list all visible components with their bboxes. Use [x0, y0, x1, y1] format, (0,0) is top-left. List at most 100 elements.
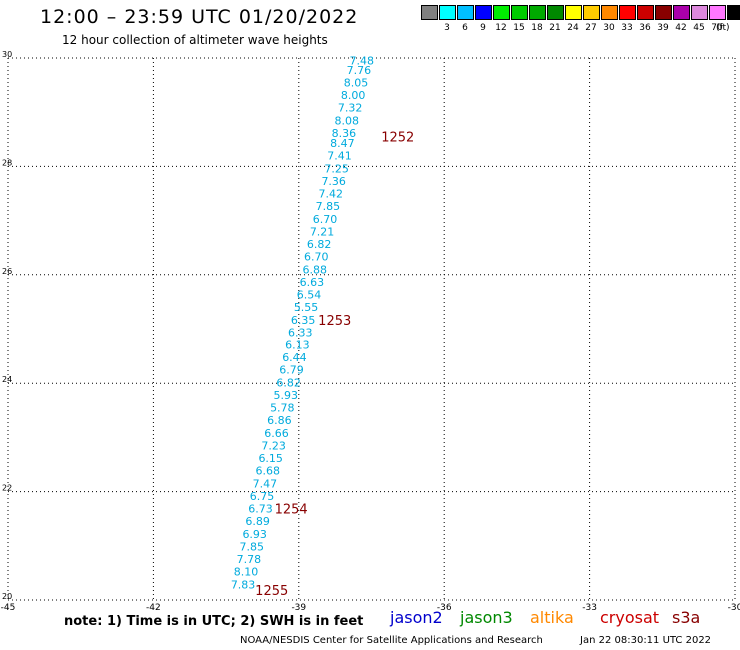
swh-data-point: 6.89: [245, 515, 270, 528]
legend-swatch: [474, 5, 492, 20]
swh-data-point: 6.33: [288, 326, 313, 339]
legend-label: 9: [480, 23, 486, 33]
legend-entry: 12: [492, 5, 510, 33]
swh-data-point: 6.82: [307, 238, 332, 251]
legend-entry: 33: [618, 5, 636, 33]
legend-label: 27: [585, 23, 597, 33]
swh-data-point: 6.68: [256, 464, 281, 477]
swh-data-point: 6.79: [279, 364, 304, 377]
x-tick-label: -39: [291, 603, 306, 613]
swh-data-point: 7.36: [321, 175, 346, 188]
swh-data-point: 8.10: [234, 565, 259, 578]
legend-swatch: [492, 5, 510, 20]
legend-swatch: [672, 5, 690, 20]
legend-swatch: [528, 5, 546, 20]
chart-title: 12:00 – 23:59 UTC 01/20/2022: [40, 6, 359, 28]
mission-altika: altika: [530, 608, 574, 627]
legend-label: 33: [621, 23, 633, 33]
swh-data-point: 7.41: [327, 150, 352, 163]
mission-s3a: s3a: [672, 608, 701, 627]
x-tick-label: -36: [437, 603, 452, 613]
legend-label: 30: [603, 23, 615, 33]
legend-entry: 39: [654, 5, 672, 33]
legend-label: 18: [531, 23, 543, 33]
time-label: 1253: [318, 314, 351, 329]
legend-entry: 30: [600, 5, 618, 33]
swh-data-point: 7.47: [253, 477, 278, 490]
y-tick-label: 30: [2, 50, 12, 59]
legend-entry: 21: [546, 5, 564, 33]
x-tick-label: -45: [1, 603, 16, 613]
legend-label: 42: [675, 23, 687, 33]
y-tick-label: 24: [2, 375, 12, 384]
mission-cryosat: cryosat: [600, 608, 660, 627]
swh-data-point: 5.55: [294, 301, 319, 314]
swh-data-point: 7.76: [347, 64, 372, 77]
swh-data-point: 6.93: [242, 528, 267, 541]
swh-data-point: 7.83: [231, 578, 256, 591]
legend-label: 24: [567, 23, 579, 33]
legend-entry: 9: [474, 5, 492, 33]
footnote: note: 1) Time is in UTC; 2) SWH is in fe…: [64, 614, 364, 629]
swh-data-point: 7.78: [237, 553, 262, 566]
y-tick-label: 26: [2, 267, 12, 276]
legend-label: 21: [549, 23, 561, 33]
swh-data-point: 6.82: [276, 377, 301, 390]
legend-swatch: [456, 5, 474, 20]
legend-entry: 27: [582, 5, 600, 33]
y-tick-label: 20: [2, 592, 12, 601]
legend-entry: 3: [438, 5, 456, 33]
legend-entry: 42: [672, 5, 690, 33]
swh-data-point: 6.75: [250, 490, 275, 503]
chart-subtitle: 12 hour collection of altimeter wave hei…: [62, 33, 328, 47]
mission-jason3: jason3: [460, 608, 513, 627]
color-legend: 3 6 9 12 15 18 21 24 27 30 33 36 39 42 45 70: [420, 5, 740, 33]
legend-swatch: [438, 5, 456, 20]
swh-data-point: 7.21: [310, 225, 335, 238]
legend-entry: 18: [528, 5, 546, 33]
time-label: 1255: [255, 584, 288, 599]
swh-data-point: 8.08: [335, 114, 360, 127]
swh-data-point: 6.15: [258, 452, 283, 465]
legend-entry: [726, 5, 740, 33]
y-tick-label: 28: [2, 158, 12, 167]
x-tick-label: -30: [728, 603, 740, 613]
legend-label: 6: [462, 23, 468, 33]
credit-line: NOAA/NESDIS Center for Satellite Applica…: [240, 635, 543, 646]
legend-swatch: [546, 5, 564, 20]
legend-label: 15: [513, 23, 525, 33]
swh-data-point: 6.86: [267, 414, 292, 427]
swh-data-point: 6.70: [304, 250, 329, 263]
swh-data-point: 8.00: [341, 89, 366, 102]
legend-label: 3: [444, 23, 450, 33]
legend-swatch: [582, 5, 600, 20]
swh-data-point: 7.23: [261, 440, 286, 453]
swh-data-point: 7.48: [350, 55, 375, 68]
swh-data-point: 7.85: [240, 540, 265, 553]
legend-swatch: [510, 5, 528, 20]
swh-data-point: 7.85: [316, 200, 341, 213]
swh-data-point: 6.44: [282, 351, 307, 364]
legend-entry: 24: [564, 5, 582, 33]
swh-data-point: 6.73: [248, 502, 273, 515]
legend-entry: 6: [456, 5, 474, 33]
legend-swatch: [420, 5, 438, 20]
legend-label: 70: [711, 23, 723, 33]
swh-data-point: 7.42: [319, 188, 344, 201]
x-tick-label: -42: [146, 603, 161, 613]
generated-timestamp: Jan 22 08:30:11 UTC 2022: [580, 635, 712, 646]
legend-entry: 36: [636, 5, 654, 33]
legend-label: 36: [639, 23, 651, 33]
swh-data-point: 7.25: [324, 163, 349, 176]
legend-label: 39: [657, 23, 669, 33]
swh-data-point: 6.70: [313, 213, 338, 226]
legend-label: 45: [693, 23, 705, 33]
x-tick-label: -33: [582, 603, 597, 613]
y-tick-label: 22: [2, 484, 12, 493]
swh-data-point: 6.88: [303, 263, 328, 276]
swh-data-point: 6.54: [297, 288, 322, 301]
swh-data-point: 6.66: [264, 427, 289, 440]
swh-data-point: 5.93: [273, 389, 298, 402]
legend-label: 12: [495, 23, 507, 33]
